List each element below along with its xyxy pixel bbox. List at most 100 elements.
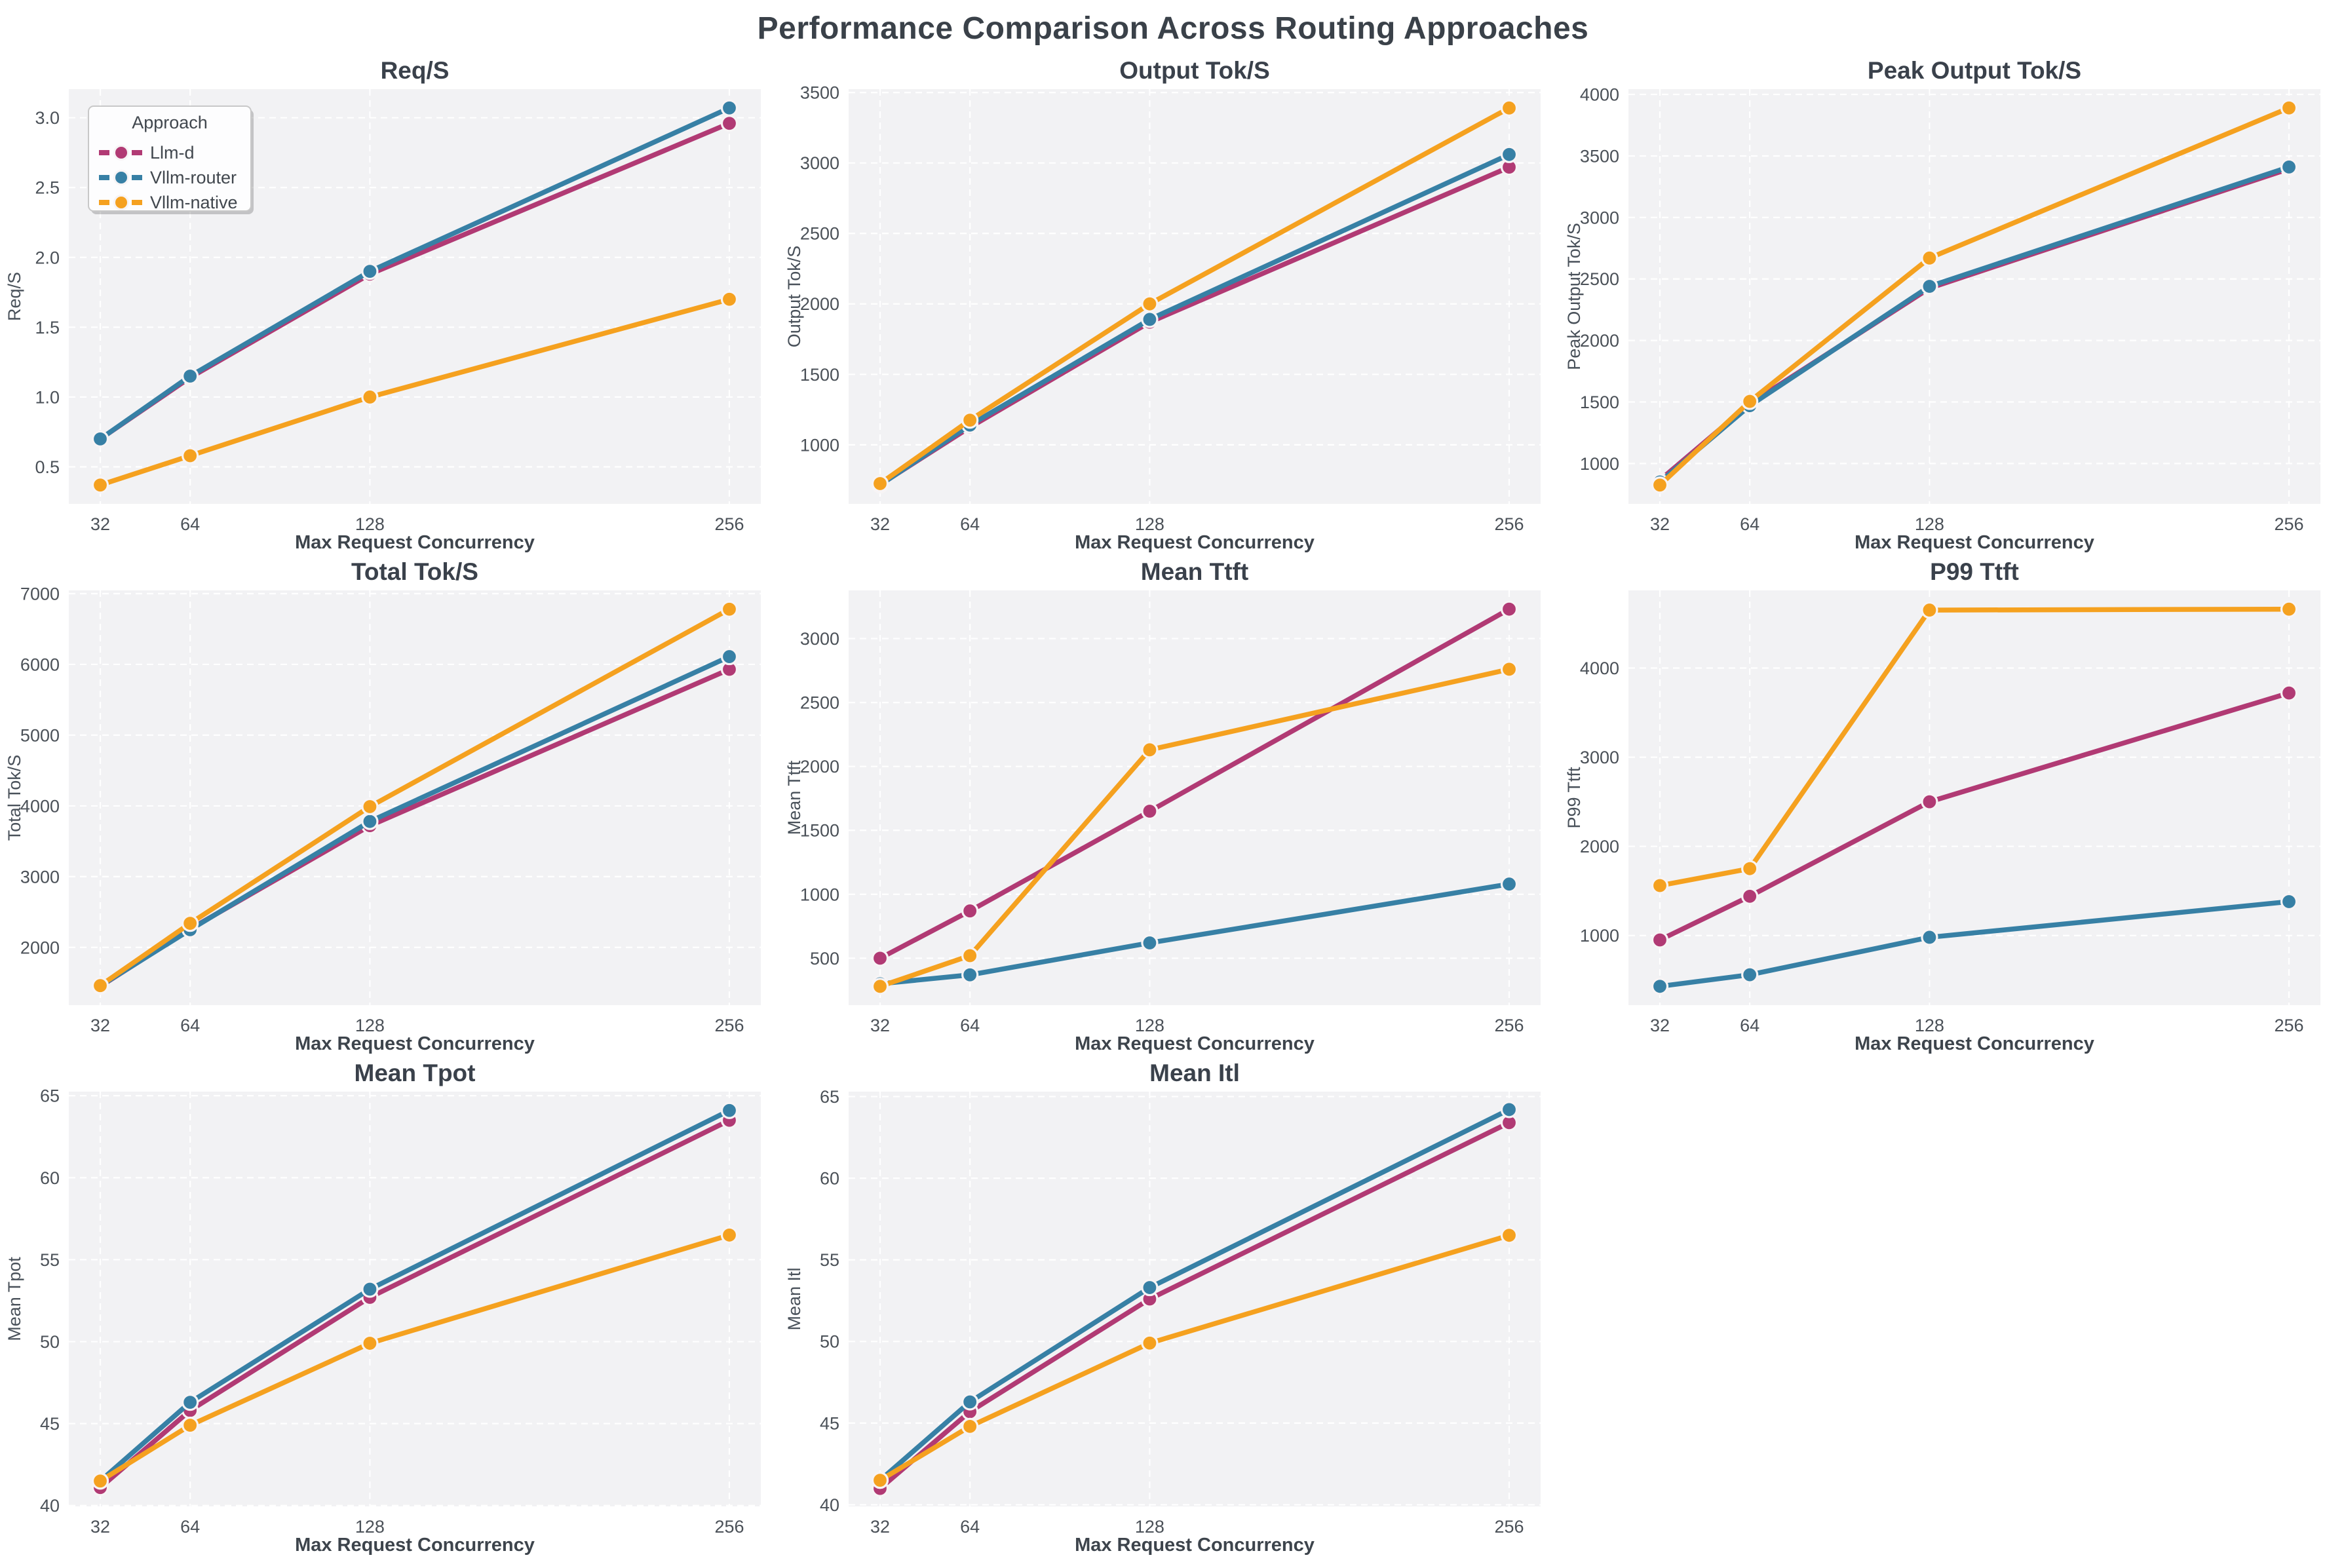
subplot-total-tok-s: 32 64 128 256 2000 3000 4000 5000 6000 7000 Total … bbox=[3, 558, 777, 1059]
data-point-vllm-router bbox=[1500, 1101, 1518, 1119]
y-tick-label: 1000 bbox=[1580, 454, 1619, 474]
data-point-llm-d bbox=[1741, 887, 1759, 905]
chart-grid: 32 64 128 256 0.5 1.0 1.5 2.0 2.5 3.0 Req/S Max Req… bbox=[0, 56, 2346, 1560]
data-point-vllm-native bbox=[961, 947, 979, 965]
data-point-llm-d bbox=[2280, 684, 2298, 702]
data-point-vllm-native bbox=[2280, 600, 2298, 618]
series-line-llm-d bbox=[877, 1120, 1512, 1491]
x-tick-label: 64 bbox=[960, 514, 980, 534]
y-tick-label: 5000 bbox=[20, 725, 60, 745]
data-point-vllm-native bbox=[1141, 741, 1159, 759]
x-tick-label: 128 bbox=[1915, 514, 1944, 534]
data-point-vllm-native bbox=[91, 977, 109, 995]
x-tick-label: 256 bbox=[1494, 514, 1524, 534]
series-line-vllm-native bbox=[877, 105, 1512, 486]
data-point-vllm-router bbox=[1921, 928, 1938, 946]
data-point-vllm-native bbox=[361, 388, 379, 406]
data-point-vllm-router bbox=[961, 1393, 979, 1411]
series-line-vllm-native bbox=[98, 1233, 732, 1483]
data-point-vllm-native bbox=[1651, 877, 1669, 894]
y-tick-label: 65 bbox=[40, 1086, 60, 1106]
series-line-vllm-router bbox=[877, 881, 1512, 987]
data-point-llm-d bbox=[1141, 802, 1159, 820]
data-point-vllm-native bbox=[961, 411, 979, 429]
y-tick-label: 1.5 bbox=[35, 318, 60, 337]
data-point-vllm-native bbox=[1651, 476, 1669, 494]
subplot-mean-ttft: 32 64 128 256 500 1000 1500 2000 2500 3000 Mean Tt… bbox=[783, 558, 1556, 1059]
data-point-vllm-native bbox=[871, 1472, 889, 1489]
x-tick-label: 64 bbox=[180, 1517, 200, 1537]
x-axis-label: Max Request Concurrency bbox=[1855, 532, 2094, 553]
data-point-vllm-native bbox=[361, 1334, 379, 1352]
data-point-vllm-router bbox=[961, 966, 979, 984]
chart-title: Output Tok/S bbox=[1119, 57, 1270, 84]
data-point-vllm-router bbox=[720, 99, 739, 117]
series-line-vllm-router bbox=[877, 1107, 1512, 1483]
data-point-llm-d bbox=[1921, 793, 1938, 811]
x-tick-label: 64 bbox=[1740, 514, 1760, 534]
data-point-vllm-native bbox=[91, 476, 109, 494]
data-point-vllm-native bbox=[1500, 660, 1518, 678]
x-tick-label: 128 bbox=[1915, 1016, 1944, 1035]
y-tick-label: 6000 bbox=[20, 655, 60, 674]
y-tick-label: 2.5 bbox=[35, 178, 60, 198]
series-line-vllm-native bbox=[877, 666, 1512, 989]
subplot-peak-output-tok-s: 32 64 128 256 1000 1500 2000 2500 3000 3500 4000 Pe… bbox=[1563, 56, 2336, 558]
legend-swatch-dash bbox=[132, 200, 142, 205]
y-axis-label: Output Tok/S bbox=[784, 246, 804, 348]
data-point-vllm-native bbox=[1921, 249, 1938, 267]
y-tick-label: 3000 bbox=[1580, 208, 1619, 227]
x-tick-label: 256 bbox=[2274, 1016, 2303, 1035]
y-tick-label: 3000 bbox=[1580, 748, 1619, 767]
x-axis-label: Max Request Concurrency bbox=[295, 1033, 535, 1054]
data-point-llm-d bbox=[871, 949, 889, 967]
chart-total-tok-s-canvas: 32 64 128 256 2000 3000 4000 5000 6000 7000 Total … bbox=[5, 558, 761, 1054]
x-axis-label: Max Request Concurrency bbox=[295, 532, 535, 553]
empty-cell bbox=[1563, 1059, 2336, 1560]
data-point-vllm-native bbox=[182, 915, 199, 932]
legend-swatch-dash bbox=[99, 175, 109, 180]
chart-title: Mean Tpot bbox=[355, 1060, 476, 1086]
data-point-vllm-router bbox=[1741, 966, 1759, 984]
y-axis-label: Mean Tpot bbox=[5, 1257, 24, 1341]
data-point-vllm-native bbox=[91, 1472, 109, 1490]
x-tick-label: 256 bbox=[714, 1517, 744, 1537]
y-tick-label: 65 bbox=[820, 1087, 839, 1107]
data-point-llm-d bbox=[1651, 931, 1669, 949]
subplot-mean-itl: 32 64 128 256 40 45 50 55 60 65 Mean Itl Max Reques… bbox=[783, 1059, 1556, 1560]
y-tick-label: 60 bbox=[820, 1169, 839, 1189]
data-point-vllm-router bbox=[182, 367, 199, 385]
series-line-vllm-router bbox=[877, 152, 1512, 488]
data-point-vllm-router bbox=[361, 1280, 379, 1298]
subplot-p99-ttft: 32 64 128 256 1000 2000 3000 4000 P99 Ttft Max Re… bbox=[1563, 558, 2336, 1059]
x-tick-label: 256 bbox=[714, 514, 744, 534]
y-tick-label: 500 bbox=[810, 949, 839, 968]
x-axis-label: Max Request Concurrency bbox=[1075, 1535, 1315, 1556]
y-tick-label: 40 bbox=[820, 1495, 839, 1515]
chart-title: Total Tok/S bbox=[351, 558, 478, 585]
x-tick-label: 64 bbox=[180, 1016, 200, 1035]
legend-swatch-dash bbox=[132, 150, 142, 155]
x-axis-label: Max Request Concurrency bbox=[295, 1535, 535, 1556]
legend-swatch-marker bbox=[113, 195, 129, 210]
chart-mean-ttft-canvas: 32 64 128 256 500 1000 1500 2000 2500 3000 Mean Tt… bbox=[784, 558, 1541, 1054]
data-point-vllm-native bbox=[182, 1417, 199, 1434]
data-point-vllm-native bbox=[1741, 860, 1759, 877]
y-tick-label: 55 bbox=[40, 1250, 60, 1270]
chart-mean-tpot-canvas: 32 64 128 256 40 45 50 55 60 65 Mean Tpot Max Reque… bbox=[5, 1060, 761, 1556]
data-point-vllm-router bbox=[720, 647, 739, 666]
chart-mean-itl-canvas: 32 64 128 256 40 45 50 55 60 65 Mean Itl Max Reques… bbox=[784, 1060, 1541, 1556]
y-tick-label: 3500 bbox=[800, 83, 839, 103]
series-line-vllm-native bbox=[1657, 606, 2292, 889]
y-tick-label: 1000 bbox=[1580, 926, 1619, 946]
y-tick-label: 2000 bbox=[800, 757, 839, 776]
y-tick-label: 3000 bbox=[800, 629, 839, 649]
data-point-vllm-native bbox=[1500, 99, 1518, 117]
y-tick-label: 50 bbox=[820, 1332, 839, 1352]
data-point-llm-d bbox=[961, 902, 979, 920]
plot-panel bbox=[849, 1092, 1541, 1506]
y-tick-label: 2000 bbox=[1580, 837, 1619, 856]
chart-peak-output-tok-s-canvas: 32 64 128 256 1000 1500 2000 2500 3000 3500 4000 Pe… bbox=[1564, 57, 2320, 553]
page-title: Performance Comparison Across Routing Ap… bbox=[757, 10, 1589, 46]
chart-title: Mean Itl bbox=[1149, 1060, 1240, 1086]
